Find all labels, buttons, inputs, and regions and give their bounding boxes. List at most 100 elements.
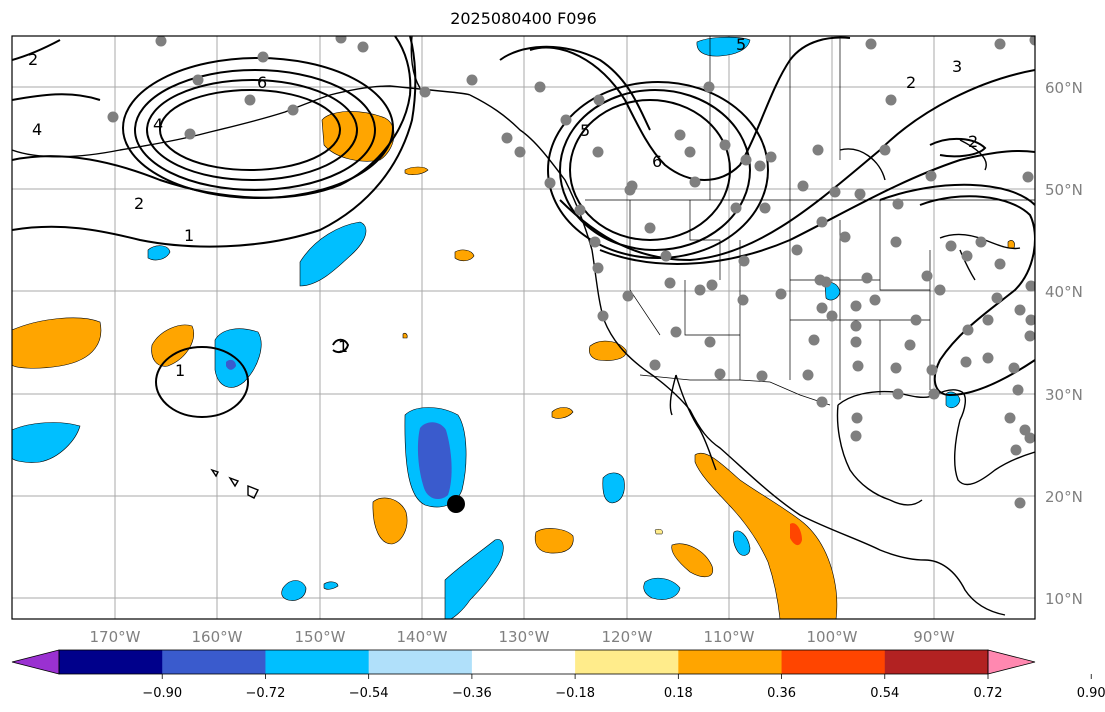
contour-label: 2 (968, 132, 978, 151)
station-dot (890, 236, 902, 248)
longitude-tick-labels: 170°W 160°W 150°W 140°W 130°W 120°W 110°… (90, 628, 955, 646)
station-dot (759, 202, 771, 214)
station-dot (714, 368, 726, 380)
station-dot (961, 250, 973, 262)
station-dot (816, 396, 828, 408)
station-dot (534, 81, 546, 93)
station-dot (719, 139, 731, 151)
station-dot (1024, 330, 1035, 342)
contour-label: 5 (736, 35, 746, 54)
station-dot (670, 326, 682, 338)
plot-title: 2025080400 F096 (450, 9, 597, 28)
political-borders (585, 36, 1035, 406)
us-mexico-border (639, 374, 831, 406)
station-dot (808, 334, 820, 346)
station-dot (1024, 432, 1035, 444)
colorbar-tick-label: 0.90 (1077, 686, 1105, 701)
colorbar-tick-label: −0.54 (349, 686, 389, 701)
positive-anomaly-area (534, 528, 574, 554)
station-dot (107, 111, 119, 123)
station-dot (664, 277, 676, 289)
colorbar-segment (781, 650, 886, 674)
lat-tick-label: 50°N (1045, 181, 1083, 199)
station-dot (910, 314, 922, 326)
station-dot (945, 240, 957, 252)
positive-anomaly-area (1007, 240, 1015, 249)
station-dot (257, 51, 269, 63)
weak-positive-anomaly-area (654, 528, 663, 535)
pacific-coastline (469, 94, 1006, 616)
station-dot (775, 288, 787, 300)
positive-anomaly-area (551, 407, 574, 419)
station-dot (854, 188, 866, 200)
negative-anomaly-area (12, 422, 81, 463)
positive-anomaly-area (372, 497, 408, 545)
negative-anomaly-area (643, 577, 681, 600)
station-dot (703, 81, 715, 93)
station-dot (674, 129, 686, 141)
positive-anomaly-area (402, 332, 408, 339)
station-dot (975, 236, 987, 248)
colorbar: −0.90 −0.72 −0.54 −0.36 −0.18 0.18 0.36 0.54 0.7… (11, 649, 1105, 701)
colorbar-min-extend (11, 649, 60, 675)
station-dot (851, 412, 863, 424)
contour-label: 4 (32, 120, 42, 139)
lon-tick-label: 160°W (192, 628, 243, 646)
colorbar-tick-label: 0.54 (870, 686, 899, 701)
station-dot (1010, 444, 1022, 456)
state-borders (629, 200, 931, 400)
station-dot (829, 186, 841, 198)
colorbar-tick-label: −0.90 (142, 686, 182, 701)
station-dot (644, 222, 656, 234)
station-dot (879, 144, 891, 156)
station-dot (826, 310, 838, 322)
positive-anomaly-area (454, 249, 475, 262)
station-dot (1014, 304, 1026, 316)
latitude-tick-labels: 60°N 50°N 40°N 30°N 20°N 10°N (1045, 79, 1083, 608)
station-dot (865, 38, 877, 50)
contour-label: 1 (175, 361, 185, 380)
positive-anomaly-area (12, 317, 102, 369)
station-dot (925, 170, 937, 182)
contour-label: 2 (28, 50, 38, 69)
alaska-south-coast (329, 85, 471, 96)
station-dot (1008, 362, 1020, 374)
station-dot (869, 294, 881, 306)
lon-tick-label: 110°W (704, 628, 755, 646)
lon-tick-label: 170°W (90, 628, 141, 646)
lon-tick-label: 120°W (602, 628, 653, 646)
strong-positive-anomaly-area (790, 523, 802, 546)
station-dot (765, 151, 777, 163)
station-dot (934, 284, 946, 296)
station-dot (1014, 497, 1026, 509)
station-dot (738, 255, 750, 267)
contour-lines (12, 36, 1035, 418)
station-dot (244, 94, 256, 106)
station-dot (850, 430, 862, 442)
station-dot (649, 359, 661, 371)
station-dot (812, 144, 824, 156)
observation-stations (107, 36, 1035, 509)
station-dot (802, 369, 814, 381)
colorbar-tick-label: 0.72 (974, 686, 1003, 701)
contour-label: 3 (952, 57, 962, 76)
colorbar-tick-label: −0.72 (246, 686, 286, 701)
station-dot (1004, 412, 1016, 424)
strong-negative-anomaly-area (417, 422, 452, 500)
station-dot (904, 339, 916, 351)
station-dot (991, 292, 1003, 304)
station-dot (694, 284, 706, 296)
colorbar-segment (678, 650, 783, 674)
station-dot (839, 231, 851, 243)
station-dot (740, 154, 752, 166)
station-dot (1029, 36, 1035, 46)
station-dot (816, 216, 828, 228)
station-dot (928, 388, 940, 400)
station-dot (689, 176, 701, 188)
station-dot (994, 258, 1006, 270)
colorbar-tick-label: −0.36 (452, 686, 492, 701)
station-dot (890, 362, 902, 374)
contour-label: 6 (652, 152, 662, 171)
station-dot (852, 360, 864, 372)
